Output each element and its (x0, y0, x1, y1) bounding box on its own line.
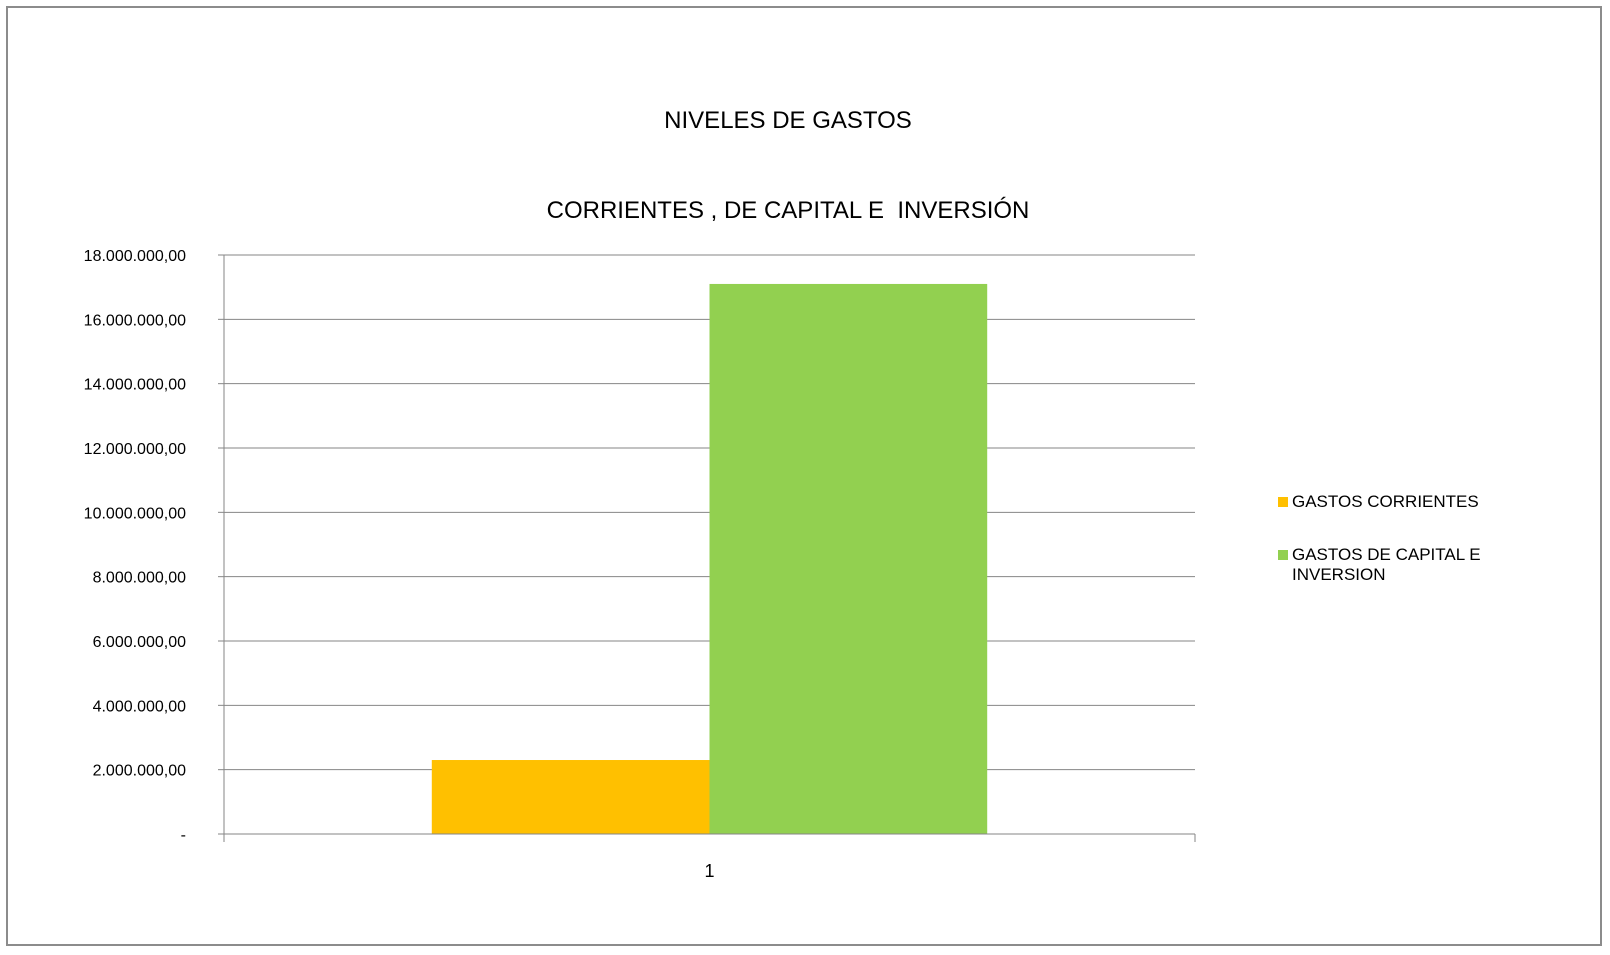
y-tick-label: - (181, 827, 186, 844)
y-tick-label: 6.000.000,00 (93, 634, 187, 651)
legend-item-gastos-capital: GASTOS DE CAPITAL E INVERSION (1278, 545, 1578, 585)
chart-title: NIVELES DE GASTOS CORRIENTES , DE CAPITA… (8, 46, 1568, 286)
tick-labels: - 2.000.000,00 4.000.000,00 6.000.000,00 8.0… (84, 248, 715, 881)
chart-title-line-1: NIVELES DE GASTOS (664, 107, 912, 134)
legend-swatch-gastos-capital (1278, 550, 1288, 560)
y-tick-label: 18.000.000,00 (84, 248, 186, 265)
chart-frame: NIVELES DE GASTOS CORRIENTES , DE CAPITA… (6, 6, 1602, 946)
plot-area: - 2.000.000,00 4.000.000,00 6.000.000,00 8.0… (84, 248, 1196, 881)
axes (218, 254, 1196, 842)
legend-label: GASTOS DE CAPITAL E INVERSION (1292, 545, 1481, 584)
y-tick-label: 16.000.000,00 (84, 312, 186, 329)
y-tick-label: 14.000.000,00 (84, 377, 186, 394)
y-tick-label: 12.000.000,00 (84, 441, 186, 458)
bars (431, 283, 988, 834)
legend-swatch-gastos-corrientes (1278, 497, 1288, 507)
legend: GASTOS CORRIENTES GASTOS DE CAPITAL E IN… (1278, 492, 1578, 618)
x-tick-label: 1 (704, 861, 714, 881)
y-tick-label: 2.000.000,00 (93, 763, 187, 780)
bar-gastos-de-capital-e-inversion (709, 283, 988, 834)
y-tick-label: 8.000.000,00 (93, 570, 187, 587)
chart-title-line-2: CORRIENTES , DE CAPITAL E INVERSIÓN (546, 197, 1030, 224)
legend-item-gastos-corrientes: GASTOS CORRIENTES (1278, 492, 1578, 512)
y-tick-label: 4.000.000,00 (93, 698, 187, 715)
y-tick-label: 10.000.000,00 (84, 505, 186, 522)
legend-label: GASTOS CORRIENTES (1292, 492, 1479, 511)
bar-gastos-corrientes (431, 760, 710, 834)
